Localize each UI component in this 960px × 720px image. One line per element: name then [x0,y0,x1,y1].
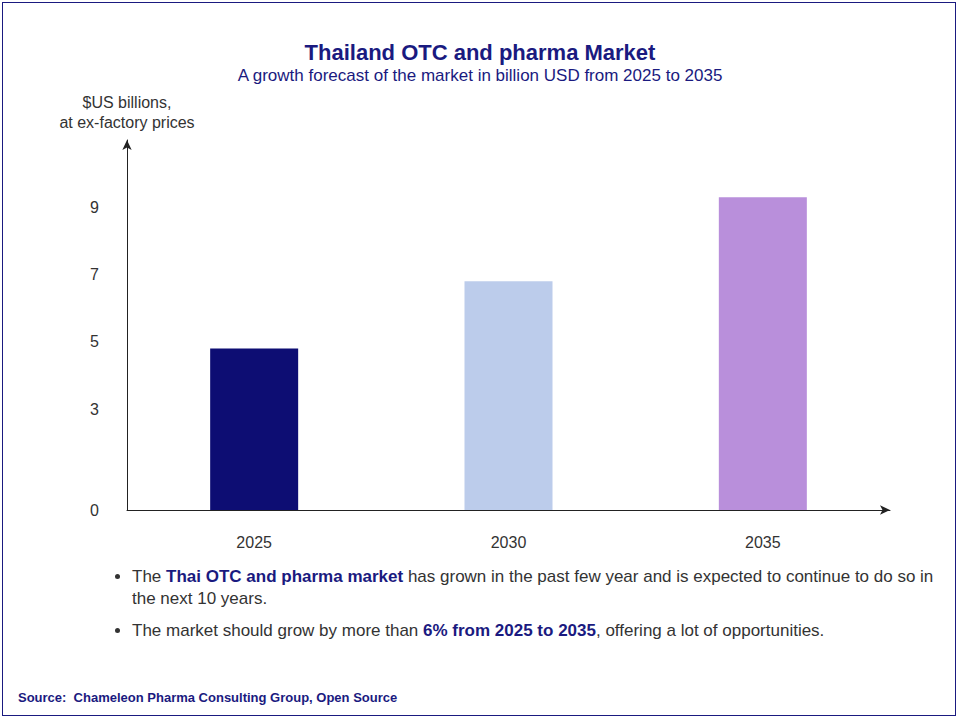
svg-text:2030: 2030 [491,534,527,551]
svg-text:at ex-factory prices: at ex-factory prices [59,114,194,131]
svg-text:9: 9 [90,199,99,216]
svg-text:0: 0 [90,502,99,519]
html-text:The Thai OTC and pharma market: The Thai OTC and pharma market has grown… [132,567,934,608]
svg-text:2025: 2025 [236,534,272,551]
svg-text:3: 3 [90,401,99,418]
svg-text:7: 7 [90,266,99,283]
svg-text:2035: 2035 [745,534,781,551]
svg-text:$US billions,: $US billions, [83,94,172,111]
svg-text:Thailand OTC and pharma Market: Thailand OTC and pharma Market [305,40,657,65]
svg-text:A growth forecast of the marke: A growth forecast of the market in billi… [238,66,723,85]
svg-text:5: 5 [90,333,99,350]
html-text:Source: Chameleon Pharma Consu: Source: Chameleon Pharma Consulting Grou… [18,690,398,705]
html-text:The market should grow by more: The market should grow by more than 6% f… [132,621,825,640]
